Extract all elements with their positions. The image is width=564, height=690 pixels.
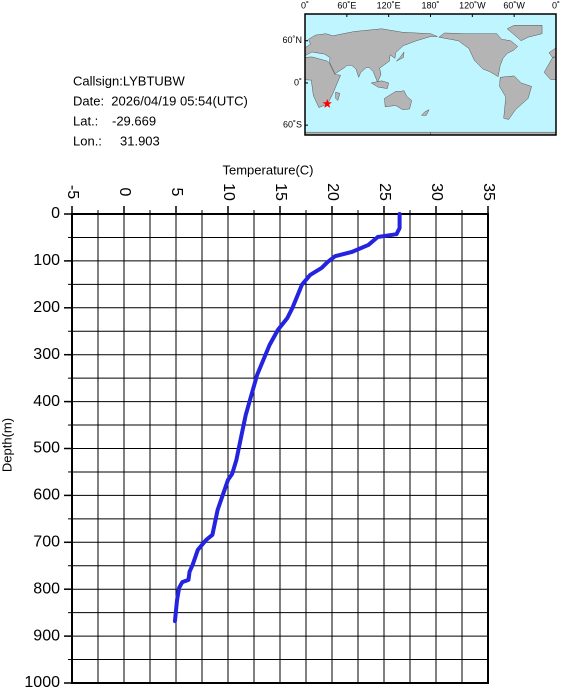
map-x-tick-label: 120˚E [377, 0, 401, 10]
y-axis-title: Depth(m) [0, 418, 14, 472]
x-tick-label: -5 [64, 185, 81, 199]
y-tick-label: 1000 [24, 674, 60, 690]
continent [305, 56, 341, 108]
map-x-tick-label: 120˚W [459, 0, 486, 10]
continent [548, 47, 556, 58]
continent [370, 80, 389, 89]
y-tick-label: 900 [33, 627, 60, 644]
continent [543, 57, 556, 81]
y-tick-label: 0 [51, 205, 60, 222]
map-x-tick-label: 0˚ [301, 0, 309, 10]
continent [499, 75, 532, 120]
x-tick-label: 10 [220, 183, 237, 201]
y-tick-label: 700 [33, 534, 60, 551]
profile-line [172, 212, 402, 624]
y-tick-label: 600 [33, 487, 60, 504]
lat-value: -29.669 [112, 113, 156, 128]
callsign: Callsign:LYBTUBW [73, 73, 185, 88]
continent [506, 25, 543, 42]
x-tick-label: 20 [324, 183, 341, 201]
y-tick-label: 400 [33, 393, 60, 410]
y-tick-label: 500 [33, 440, 60, 457]
continent [420, 109, 430, 116]
x-tick-label: 25 [376, 183, 393, 201]
map-x-tick-label: 0˚ [552, 0, 560, 10]
lat-label: Lat.: [73, 113, 98, 128]
map [188, 13, 557, 136]
y-tick-label: 200 [33, 299, 60, 316]
x-tick-label: 0 [116, 188, 133, 197]
x-axis-title: Temperature(C) [222, 162, 313, 177]
y-tick-label: 100 [33, 252, 60, 269]
map-x-tick-label: 60˚W [503, 0, 525, 10]
continent [335, 91, 341, 102]
map-y-tick-label: 60˚S [283, 120, 302, 130]
y-tick-label: 800 [33, 580, 60, 597]
map-x-tick-label: 180˚ [421, 0, 439, 10]
land [188, 25, 556, 135]
continent [438, 32, 519, 78]
map-y-tick-label: 0˚ [294, 77, 302, 87]
continent [305, 28, 438, 83]
lon-value: 31.903 [120, 133, 160, 148]
x-tick-label: 5 [168, 188, 185, 197]
date: Date: 2026/04/19 05:54(UTC) [73, 93, 248, 108]
continent [249, 76, 281, 120]
x-tick-label: 30 [428, 183, 445, 201]
lon-label: Lon.: [73, 133, 102, 148]
continent [384, 90, 412, 110]
station-marker [322, 98, 332, 108]
map-x-tick-label: 60˚E [337, 0, 356, 10]
x-tick-label: 35 [480, 183, 497, 201]
continent [396, 51, 405, 62]
x-tick-label: 15 [272, 183, 289, 201]
map-y-tick-label: 60˚N [282, 35, 302, 45]
y-tick-label: 300 [33, 346, 60, 363]
continent [188, 33, 267, 77]
